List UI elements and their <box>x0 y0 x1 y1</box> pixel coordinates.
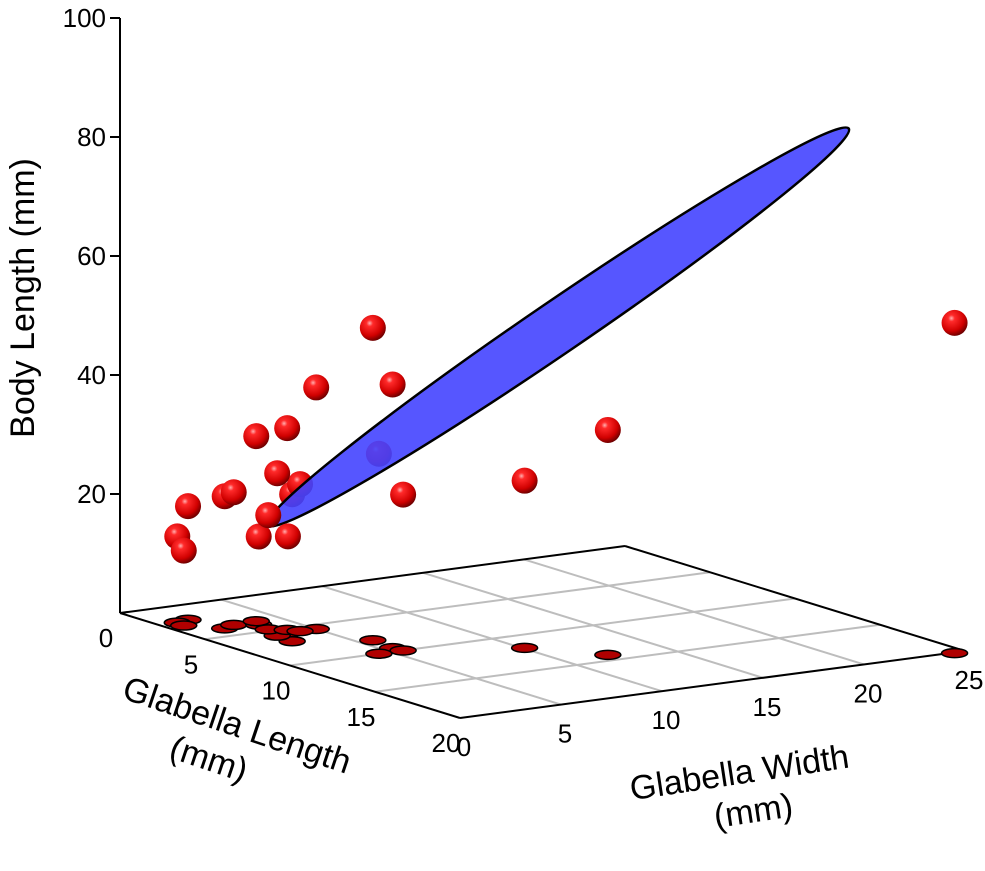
x-tick-label: 15 <box>753 692 782 722</box>
floor-grid-line-y <box>374 623 881 693</box>
data-point <box>170 537 197 564</box>
z-tick-label: 20 <box>77 479 106 509</box>
data-point <box>941 309 968 336</box>
floor-shadow-point <box>510 642 539 654</box>
floor-shadow-point <box>389 645 417 656</box>
data-point <box>390 481 417 508</box>
y-tick-label: 0 <box>99 623 113 653</box>
data-point <box>359 314 386 341</box>
z-axis-title: Body Length (mm) <box>4 158 42 438</box>
floor-shadow-point <box>365 648 393 659</box>
floor-shadow-point <box>940 647 969 659</box>
y-tick-label: 15 <box>347 702 376 732</box>
y-tick-label: 10 <box>262 676 291 706</box>
floor-projections <box>163 614 969 661</box>
z-tick-label: 80 <box>77 122 106 152</box>
data-point <box>175 493 202 520</box>
floor-edge <box>119 545 626 614</box>
z-tick-label: 40 <box>77 360 106 390</box>
floor-shadow-point <box>286 625 314 637</box>
z-tick-label: 100 <box>63 3 106 33</box>
data-point <box>274 415 301 442</box>
y-axis-ticks: 0 5 10 15 20 <box>99 623 461 758</box>
data-point <box>511 467 538 494</box>
x-tick-label: 25 <box>955 665 984 695</box>
floor-shadow-point <box>359 634 387 646</box>
data-point <box>274 523 301 550</box>
data-point <box>245 523 272 550</box>
x-tick-label: 20 <box>854 678 883 708</box>
x-axis-ticks: 0 5 10 15 20 25 <box>457 665 984 762</box>
floor-shadow-point <box>170 620 198 631</box>
x-axis-title: Glabella Width (mm) <box>627 738 851 836</box>
y-tick-label: 20 <box>432 728 461 758</box>
data-point <box>303 374 330 401</box>
data-point <box>243 423 270 450</box>
x-tick-label: 10 <box>652 705 681 735</box>
confidence-ellipsoid <box>265 126 851 528</box>
floor-shadow-point <box>594 649 622 661</box>
points-in-front-of-ellipsoid <box>164 309 968 564</box>
data-point <box>255 502 282 529</box>
x-tick-label: 5 <box>558 719 572 749</box>
z-axis-ticks: 20 40 60 80 100 <box>63 3 120 509</box>
floor-edge <box>624 545 966 652</box>
x-tick-label: 0 <box>457 732 471 762</box>
y-tick-label: 5 <box>184 649 198 679</box>
z-tick-label: 60 <box>77 241 106 271</box>
floor-shadow-point <box>242 615 271 627</box>
floor-edge <box>459 650 966 719</box>
data-point <box>220 479 247 506</box>
floor-plane <box>119 545 966 719</box>
data-point <box>379 371 406 398</box>
data-point <box>264 460 291 487</box>
floor-edge <box>119 612 461 719</box>
data-point <box>594 416 621 443</box>
y-axis-title: Glabella Length (mm) <box>118 669 356 789</box>
